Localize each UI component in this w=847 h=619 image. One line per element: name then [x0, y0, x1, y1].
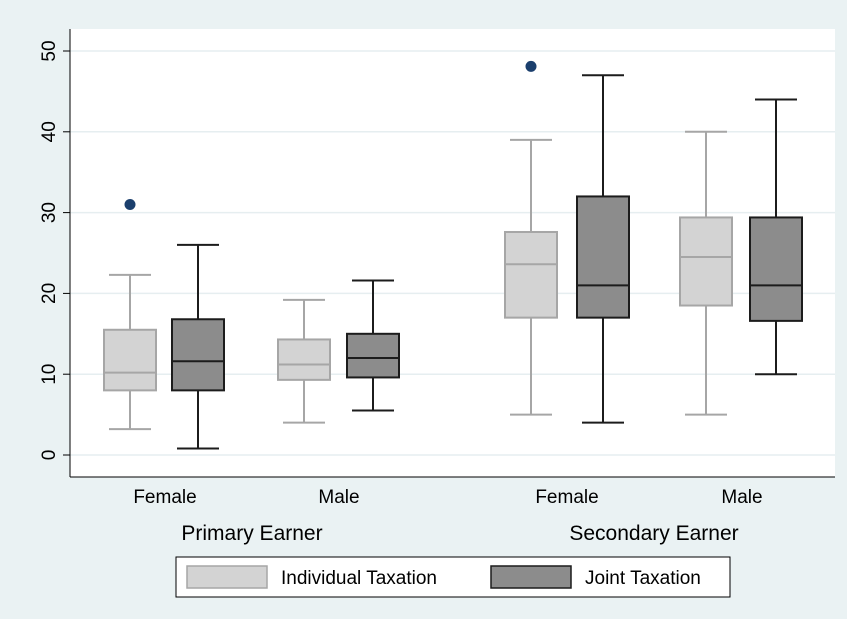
outlier-point [124, 199, 136, 211]
group-label: Primary Earner [181, 522, 322, 545]
y-tick-label: 0 [39, 450, 60, 461]
group-label: Secondary Earner [569, 522, 738, 545]
y-tick-label: 50 [39, 40, 60, 61]
box [749, 216, 803, 322]
y-tick-label: 10 [39, 364, 60, 385]
box [576, 195, 630, 319]
y-tick-label: 20 [39, 283, 60, 304]
legend-label: Individual Taxation [281, 568, 437, 589]
box [346, 332, 400, 379]
box [103, 328, 157, 392]
legend-swatch [186, 565, 268, 589]
y-tick-label: 40 [39, 121, 60, 142]
box [679, 216, 733, 307]
outlier-point [525, 60, 537, 72]
box [277, 338, 331, 381]
legend-swatch [490, 565, 572, 589]
y-tick-label: 30 [39, 202, 60, 223]
box [504, 230, 558, 319]
category-label: Male [318, 487, 359, 508]
legend-box [175, 556, 731, 598]
category-label: Female [535, 487, 598, 508]
category-label: Female [133, 487, 196, 508]
box [171, 318, 225, 392]
category-label: Male [721, 487, 762, 508]
legend-label: Joint Taxation [585, 568, 701, 589]
